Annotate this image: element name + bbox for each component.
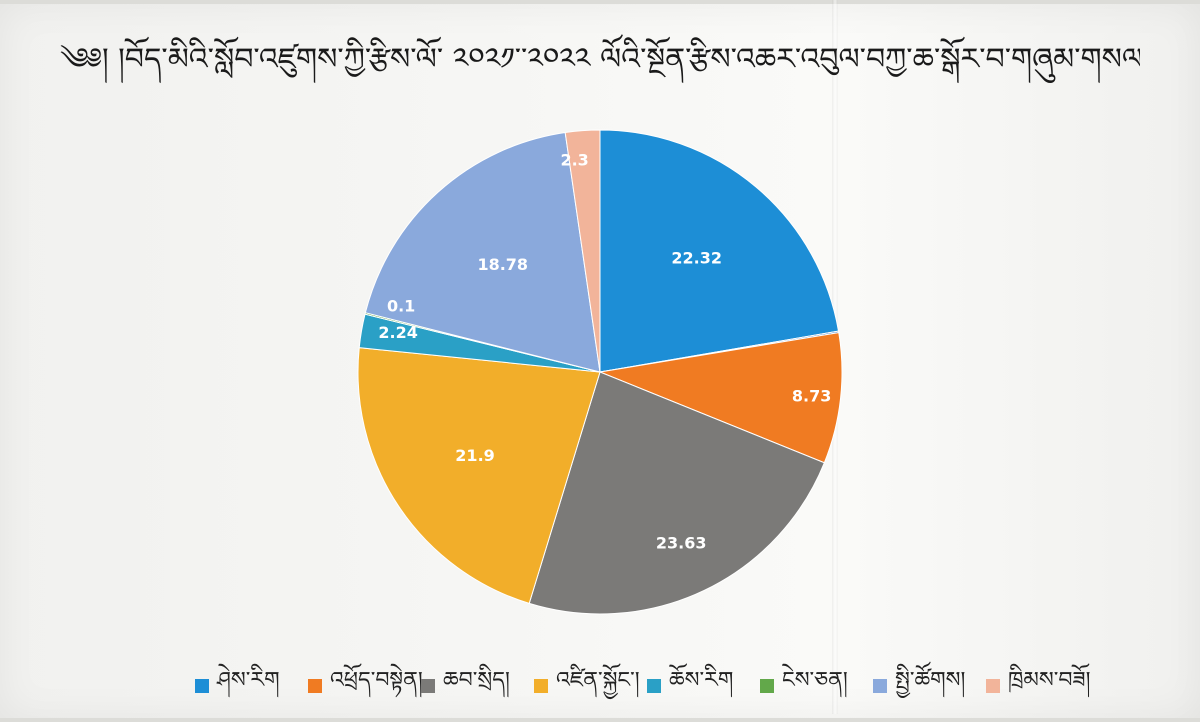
pie-slice-8 xyxy=(564,129,601,373)
pie-slice-2 xyxy=(598,332,843,464)
pie-slice-4 xyxy=(357,347,601,605)
legend-swatch xyxy=(647,679,661,693)
data-label-0: 22.32 xyxy=(671,248,722,267)
data-label-1: 8.73 xyxy=(792,386,831,405)
legend-label: ཆབ་སྲིད། xyxy=(443,668,510,693)
pie-slice-3 xyxy=(528,371,825,615)
legend-swatch xyxy=(534,679,548,693)
legend-swatch xyxy=(421,679,435,693)
legend-item: ཤེས་རིག xyxy=(195,668,280,704)
legend-item: ཁྲིམས་བཟོ། xyxy=(986,668,1090,704)
legend-label: ཤེས་རིག xyxy=(217,668,280,693)
data-label-6: 18.78 xyxy=(477,255,528,274)
legend-item: ཆབ་སྲིད། xyxy=(421,668,510,704)
legend-swatch xyxy=(986,679,1000,693)
legend-label: ཆོས་རིག xyxy=(669,668,734,693)
legend-label: འཛིན་སྐྱོང་། xyxy=(556,668,640,693)
legend-item: སྤྱི་ཚོགས། xyxy=(873,668,965,704)
legend-item: འཛིན་སྐྱོང་། xyxy=(534,668,640,704)
legend-swatch xyxy=(760,679,774,693)
data-label-3: 21.9 xyxy=(455,446,494,465)
data-label-5: 0.1 xyxy=(387,296,415,315)
pie-slice-7 xyxy=(364,131,601,373)
data-label-7: 2.3 xyxy=(560,151,588,170)
legend-swatch xyxy=(308,679,322,693)
data-label-4: 2.24 xyxy=(378,323,417,342)
legend-swatch xyxy=(873,679,887,693)
legend-item: ངེས་ཅན། xyxy=(760,668,848,704)
data-label-2: 23.63 xyxy=(656,533,707,552)
legend-item: ཆོས་རིག xyxy=(647,668,733,704)
legend-swatch xyxy=(195,679,209,693)
legend-label: སྤྱི་ཚོགས། xyxy=(895,668,966,693)
legend-label: ཁྲིམས་བཟོ། xyxy=(1008,668,1091,693)
chart-title: ༄༅། །བོད་མིའི་སློབ་འཛུགས་ཀྱི་རྩིས་ལོ་ ༢༠… xyxy=(60,42,1140,77)
legend-item: འཕྲོད་བསྟེན། xyxy=(308,668,423,704)
chart-legend: ཤེས་རིག འཕྲོད་བསྟེན། ཆབ་སྲིད། འཛིན་སྐྱོང་། ཆ… xyxy=(0,668,1200,708)
legend-label: ངེས་ཅན། xyxy=(782,668,848,693)
legend-label: འཕྲོད་བསྟེན། xyxy=(330,668,423,693)
pie-slice-0 xyxy=(599,129,840,373)
